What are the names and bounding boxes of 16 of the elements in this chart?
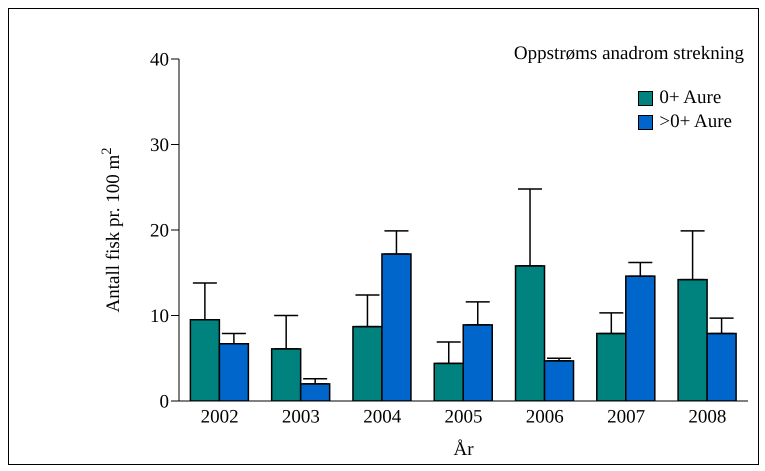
y-tick-label: 30 — [150, 135, 169, 156]
x-tick-label: 2008 — [688, 406, 726, 428]
x-axis-title: År — [453, 439, 474, 460]
legend-label: >0+ Aure — [659, 111, 732, 133]
y-tick-label: 20 — [150, 220, 169, 242]
x-tick-label: 2002 — [200, 406, 239, 428]
x-tick-label: 2005 — [444, 406, 482, 428]
y-tick-label: 10 — [150, 306, 169, 328]
legend-label: 0+ Aure — [659, 87, 722, 109]
chart-title: Oppstrøms anadrom strekning — [514, 43, 744, 65]
y-tick-label: 40 — [150, 50, 169, 71]
x-tick-label: 2006 — [526, 406, 564, 428]
x-tick-label: 2003 — [282, 406, 320, 428]
x-tick-label: 2004 — [363, 406, 402, 428]
x-tick-label: 2007 — [607, 406, 646, 428]
y-tick-label: 0 — [160, 392, 169, 413]
